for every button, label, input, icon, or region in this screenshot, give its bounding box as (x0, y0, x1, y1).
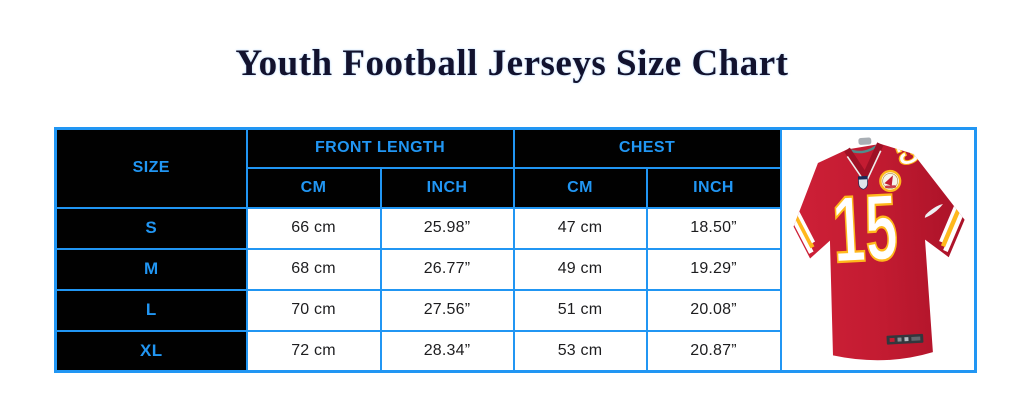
hanger-loop (858, 137, 872, 145)
front-inch-value: 27.56” (379, 288, 515, 332)
header-chest-cm: CM (512, 166, 648, 209)
front-inch-value: 26.77” (379, 247, 515, 291)
jersey-body (793, 143, 965, 361)
chest-cm-value: 49 cm (512, 247, 648, 291)
jersey-product-image: 15 15 (779, 127, 977, 373)
chest-cm-value: 51 cm (512, 288, 648, 332)
header-chest-inch: INCH (645, 166, 782, 209)
size-cell: S (54, 206, 248, 250)
chest-inch-value: 19.29” (645, 247, 782, 291)
size-cell: L (54, 288, 248, 332)
table-row-xl: XL 72 cm 28.34” 53 cm 20.87” (54, 329, 976, 373)
front-cm-value: 68 cm (245, 247, 382, 291)
chest-inch-value: 18.50” (645, 206, 782, 250)
chest-cm-value: 53 cm (512, 329, 648, 373)
table-row-m: M 68 cm 26.77” 49 cm 19.29” (54, 247, 976, 291)
front-cm-value: 66 cm (245, 206, 382, 250)
front-inch-value: 25.98” (379, 206, 515, 250)
size-cell: M (54, 247, 248, 291)
chest-inch-value: 20.87” (645, 329, 782, 373)
nfl-shield-icon (857, 175, 868, 190)
chest-inch-value: 20.08” (645, 288, 782, 332)
team-patch-icon (878, 169, 902, 193)
swoosh-icon (924, 203, 943, 218)
jocktag (886, 333, 924, 345)
header-size: SIZE (54, 127, 248, 209)
size-chart-table: SIZE FRONT LENGTH CHEST (54, 127, 978, 373)
chest-number: 15 (830, 174, 900, 283)
front-inch-value: 28.34” (379, 329, 515, 373)
page-title: Youth Football Jerseys Size Chart (235, 43, 789, 84)
right-sleeve-stripes (938, 203, 964, 252)
front-cm-value: 72 cm (245, 329, 382, 373)
header-front-cm: CM (245, 166, 382, 209)
jersey-illustration: 15 15 (783, 137, 965, 361)
size-cell: XL (54, 329, 248, 373)
header-front-inch: INCH (379, 166, 515, 209)
header-front-length: FRONT LENGTH (245, 127, 515, 169)
table-row-l: L 70 cm 27.56” 51 cm 20.08” (54, 288, 976, 332)
left-sleeve-stripes (792, 209, 815, 254)
front-cm-value: 70 cm (245, 288, 382, 332)
header-chest: CHEST (512, 127, 782, 169)
left-shoulder-number: 15 (783, 155, 817, 193)
table-row-s: S 66 cm 25.98” 47 cm 18.50” (54, 206, 976, 250)
chest-cm-value: 47 cm (512, 206, 648, 250)
